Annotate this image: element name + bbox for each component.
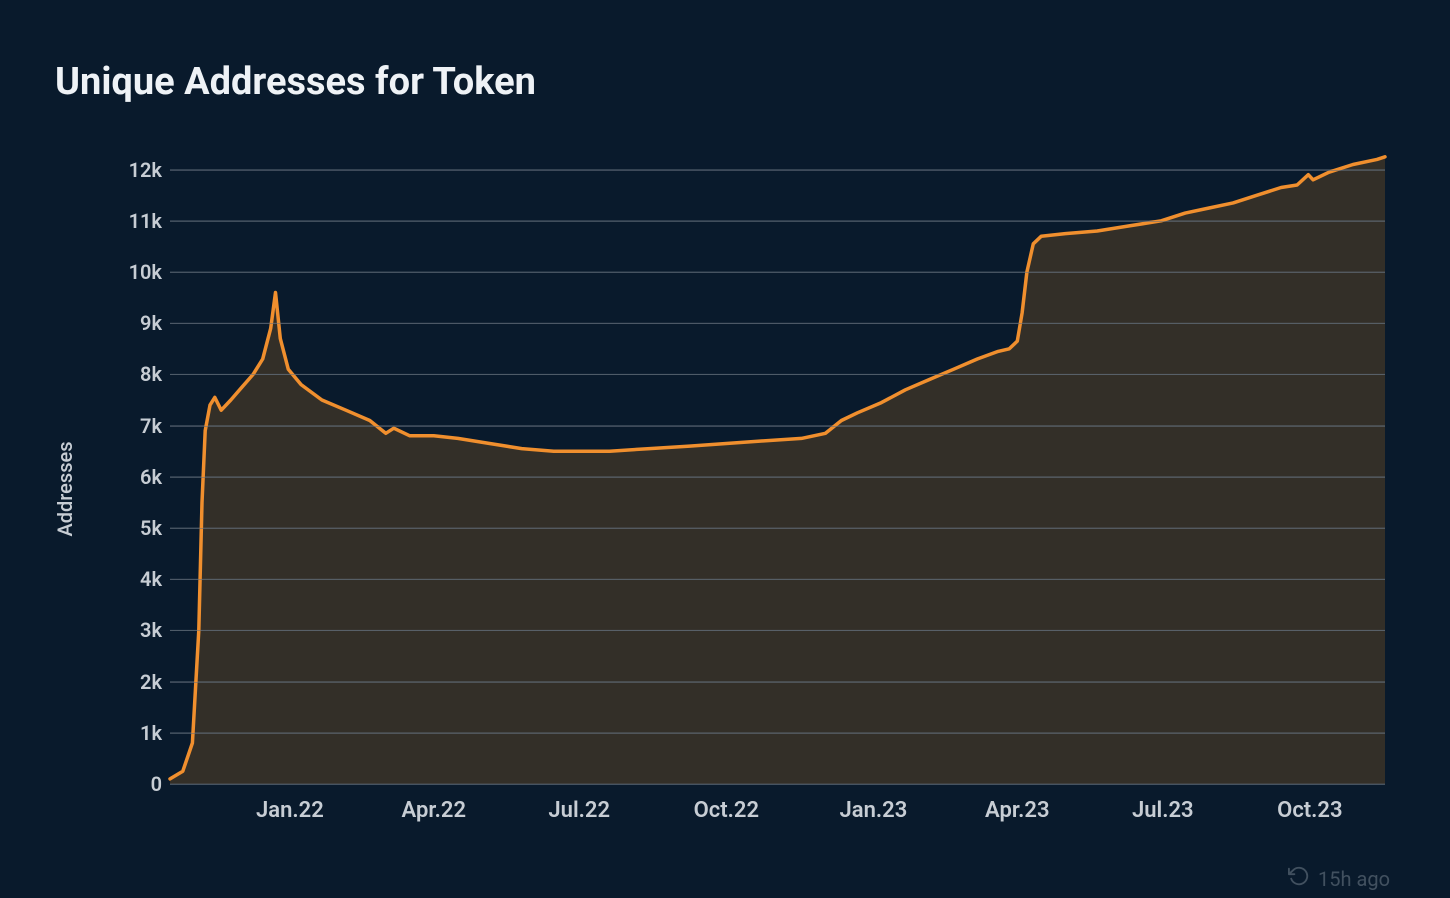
x-tick-label: Jan.23 [840,798,908,823]
plot-region[interactable] [170,144,1385,784]
y-tick-label: 6k [140,465,162,489]
gridline [170,528,1385,529]
gridline [170,579,1385,580]
y-axis-ticks: 01k2k3k4k5k6k7k8k9k10k11k12k [110,144,170,784]
refresh-icon [1288,865,1310,892]
x-tick-label: Jul.23 [1132,798,1194,823]
chart-area: Addresses 01k2k3k4k5k6k7k8k9k10k11k12k J… [110,144,1385,834]
gridline [170,221,1385,222]
y-tick-label: 12k [129,158,162,182]
y-tick-label: 5k [140,516,162,540]
y-tick-label: 7k [140,414,162,438]
gridline [170,477,1385,478]
x-axis-ticks: Jan.22 Apr.22 Jul.22 Oct.22 Jan.23 Apr.23 Jul.… [170,784,1385,834]
gridline [170,170,1385,171]
gridline [170,272,1385,273]
gridline [170,426,1385,427]
gridline [170,682,1385,683]
y-tick-label: 10k [129,260,162,284]
y-axis-label: Addresses [53,442,77,537]
chart-title: Unique Addresses for Token [55,60,1395,104]
gridline [170,374,1385,375]
x-tick-label: Jan.22 [256,798,324,823]
x-tick-label: Jul.22 [548,798,610,823]
gridline [170,630,1385,631]
x-tick-label: Apr.23 [985,798,1050,823]
x-tick-label: Apr.22 [402,798,467,823]
x-tick-label: Oct.22 [694,798,759,823]
y-tick-label: 4k [140,567,162,591]
refresh-status: 15h ago [1288,865,1390,892]
gridline [170,733,1385,734]
y-tick-label: 8k [140,362,162,386]
y-tick-label: 9k [140,311,162,335]
x-tick-label: Oct.23 [1277,798,1342,823]
line-series [170,144,1385,784]
refresh-text: 15h ago [1318,867,1390,891]
y-tick-label: 11k [129,209,162,233]
gridline [170,323,1385,324]
y-tick-label: 1k [140,721,162,745]
y-tick-label: 0 [151,772,162,796]
y-tick-label: 2k [140,670,162,694]
y-tick-label: 3k [140,618,162,642]
chart-panel: Unique Addresses for Token Addresses 0 1k… [0,0,1450,898]
